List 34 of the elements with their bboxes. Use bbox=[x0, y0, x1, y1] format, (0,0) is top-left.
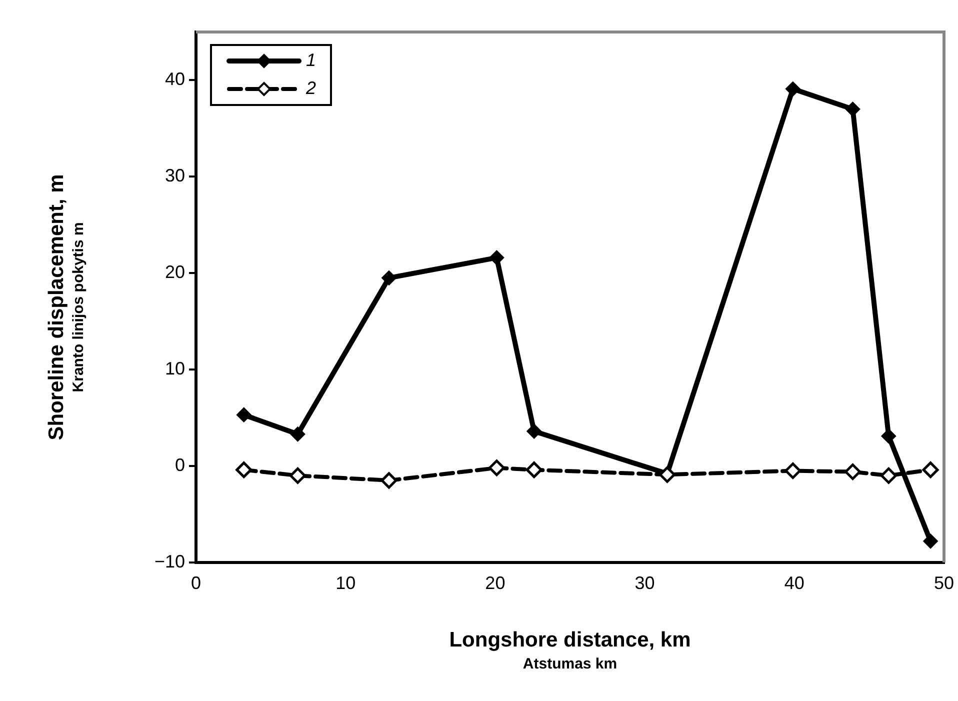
point bbox=[380, 472, 398, 489]
y-tick-label: 0 bbox=[174, 454, 185, 475]
y-tick-label: −10 bbox=[154, 551, 185, 572]
point bbox=[845, 102, 860, 117]
y-tick-label: 30 bbox=[164, 166, 185, 186]
x-tick-label: 0 bbox=[190, 573, 202, 594]
x-tick-label: 50 bbox=[934, 573, 954, 594]
point bbox=[489, 250, 504, 266]
point bbox=[922, 462, 939, 478]
y-axis-title: Shoreline displacement, m Kranto linijos pokytis m bbox=[45, 174, 87, 440]
point bbox=[526, 462, 542, 478]
legend-label: 2 bbox=[305, 78, 316, 98]
y-tick-label: 10 bbox=[164, 358, 185, 378]
point bbox=[289, 467, 306, 484]
legend-label: 1 bbox=[306, 50, 316, 70]
point bbox=[290, 426, 306, 442]
x-tick-label: 40 bbox=[784, 573, 804, 594]
point bbox=[381, 270, 396, 286]
x-axis-title: Longshore distance, km Atstumas km bbox=[449, 628, 691, 672]
point bbox=[881, 428, 896, 444]
x-tick-label: 30 bbox=[634, 573, 655, 594]
y-tick-label: 20 bbox=[164, 262, 185, 282]
point bbox=[784, 462, 802, 480]
y-tick-label: 40 bbox=[164, 69, 185, 90]
x-tick-label: 20 bbox=[485, 573, 506, 594]
point bbox=[526, 424, 542, 439]
point bbox=[785, 81, 800, 96]
point bbox=[236, 462, 252, 478]
point bbox=[880, 467, 897, 484]
point bbox=[844, 464, 861, 480]
point bbox=[236, 407, 252, 422]
x-tick-label: 10 bbox=[336, 573, 356, 594]
point bbox=[923, 534, 938, 549]
point bbox=[488, 460, 505, 476]
